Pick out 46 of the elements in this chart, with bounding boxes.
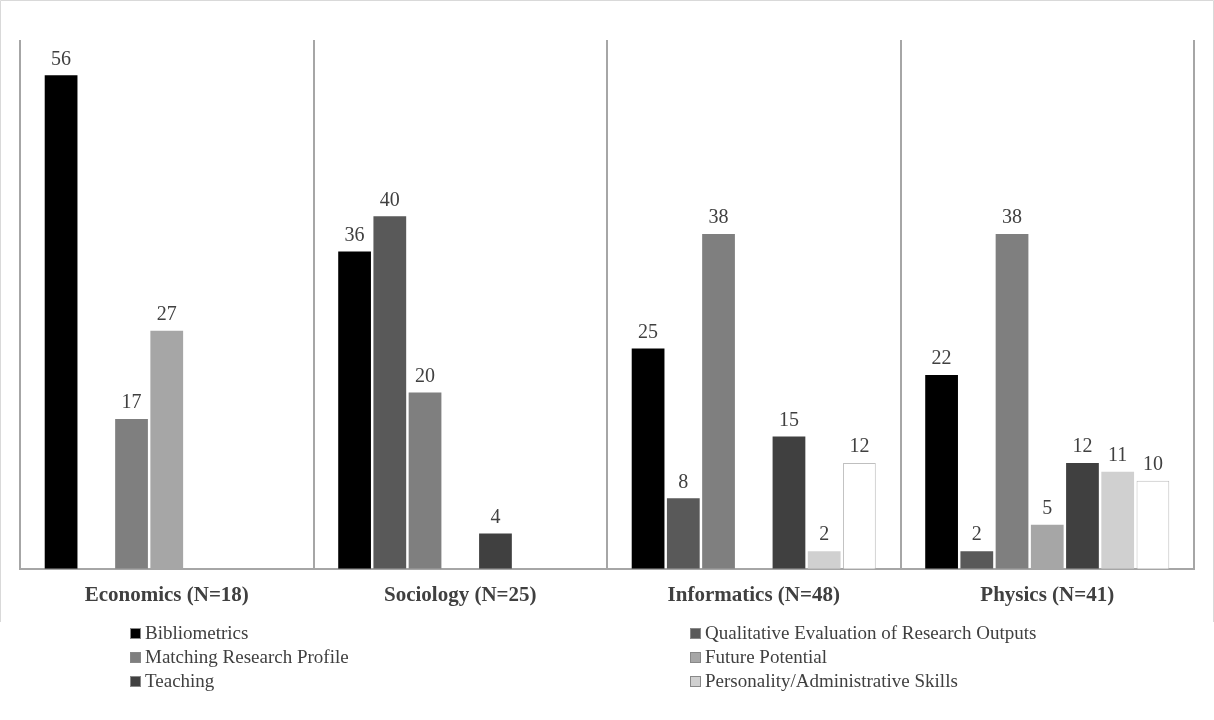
data-label: 2 [971, 522, 982, 545]
legend-label: Personality/Administrative Skills [705, 670, 958, 692]
data-label: 8 [678, 469, 689, 492]
data-label: 11 [1108, 443, 1128, 466]
x-tick-label: Sociology (N=25) [383, 581, 537, 606]
data-label: 5 [1042, 495, 1053, 518]
data-label: 17 [121, 390, 142, 413]
data-label: 12 [849, 434, 870, 457]
bar [44, 75, 78, 569]
bar [702, 233, 735, 569]
bar [479, 533, 512, 569]
bar [338, 251, 371, 569]
data-label: 15 [778, 407, 799, 430]
bar [1101, 471, 1135, 569]
bar [115, 418, 148, 569]
data-label: 36 [344, 222, 365, 245]
x-tick-label: Physics (N=41) [980, 581, 1115, 606]
data-label: 38 [708, 205, 729, 228]
bar [960, 551, 994, 569]
data-label: 22 [931, 346, 952, 369]
legend-label: Bibliometrics [145, 622, 249, 644]
data-label: 2 [819, 522, 830, 545]
data-label: 40 [379, 187, 400, 210]
legend-label: Teaching [145, 670, 215, 692]
bar [995, 233, 1029, 569]
bar [666, 498, 700, 569]
legend-label: Qualitative Evaluation of Research Outputs [705, 622, 1037, 644]
data-label: 25 [638, 319, 659, 342]
data-label: 4 [490, 504, 501, 527]
x-tick-label: Informatics (N=48) [667, 581, 840, 606]
bar [408, 392, 442, 569]
legend-label: Matching Research Profile [145, 646, 349, 668]
data-label: 10 [1142, 451, 1163, 474]
data-label: 20 [415, 363, 436, 386]
data-label: 38 [1002, 205, 1023, 228]
legend-label: Future Potential [705, 646, 827, 668]
data-label: 27 [156, 302, 177, 325]
bar [772, 436, 806, 569]
bar [1066, 463, 1099, 569]
bar [925, 374, 958, 569]
bar [373, 216, 407, 569]
data-label: 56 [51, 46, 72, 69]
bar [807, 551, 841, 569]
data-label: 12 [1072, 434, 1093, 457]
x-tick-label: Economics (N=18) [84, 581, 249, 606]
bar [631, 348, 665, 569]
